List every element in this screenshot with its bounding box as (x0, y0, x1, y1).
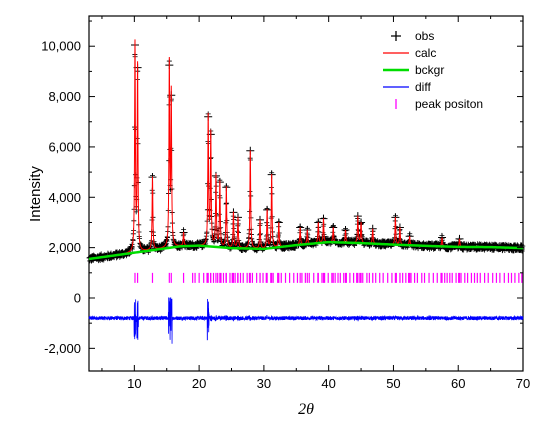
legend-label: calc (415, 46, 436, 60)
x-tick-label: 30 (257, 376, 271, 391)
data-layer (86, 39, 526, 344)
x-tick-label: 50 (386, 376, 400, 391)
legend-label: peak positon (415, 97, 483, 111)
legend: obs calc bckgr diff peak positon (383, 29, 483, 111)
series-bckgr (88, 240, 524, 261)
series-peak-positions (134, 272, 523, 283)
y-tick-label: 2,000 (48, 240, 81, 255)
x-tick-label: 20 (192, 376, 206, 391)
legend-label: bckgr (415, 63, 444, 77)
legend-swatch (391, 31, 401, 41)
legend-item: diff (383, 80, 431, 94)
x-tick-label: 60 (451, 376, 465, 391)
y-tick-label: 8,000 (48, 89, 81, 104)
y-tick-label: 10,000 (41, 39, 81, 54)
legend-item: obs (391, 29, 434, 43)
legend-item: peak positon (395, 97, 483, 111)
y-axis-title: Intensity (27, 166, 44, 222)
y-tick-label: 0 (74, 290, 81, 305)
legend-item: calc (383, 46, 436, 60)
plot-area (88, 15, 524, 372)
series-diff (88, 297, 524, 344)
peak-position-ticks (134, 272, 523, 283)
x-tick-label: 70 (516, 376, 530, 391)
legend-item: bckgr (383, 63, 444, 77)
y-tick-label: 6,000 (48, 139, 81, 154)
x-axis-title: 2θ (298, 401, 314, 418)
y-tick-label: -2,000 (44, 341, 81, 356)
legend-label: diff (415, 80, 431, 94)
legend-label: obs (415, 29, 434, 43)
x-tick-label: 10 (127, 376, 141, 391)
x-tick-label: 40 (321, 376, 335, 391)
axes-layer: 10 20 30 40 50 60 70 -2,000 0 2,000 4,000 6,000 8,00… (41, 16, 530, 391)
y-tick-label: 4,000 (48, 190, 81, 205)
